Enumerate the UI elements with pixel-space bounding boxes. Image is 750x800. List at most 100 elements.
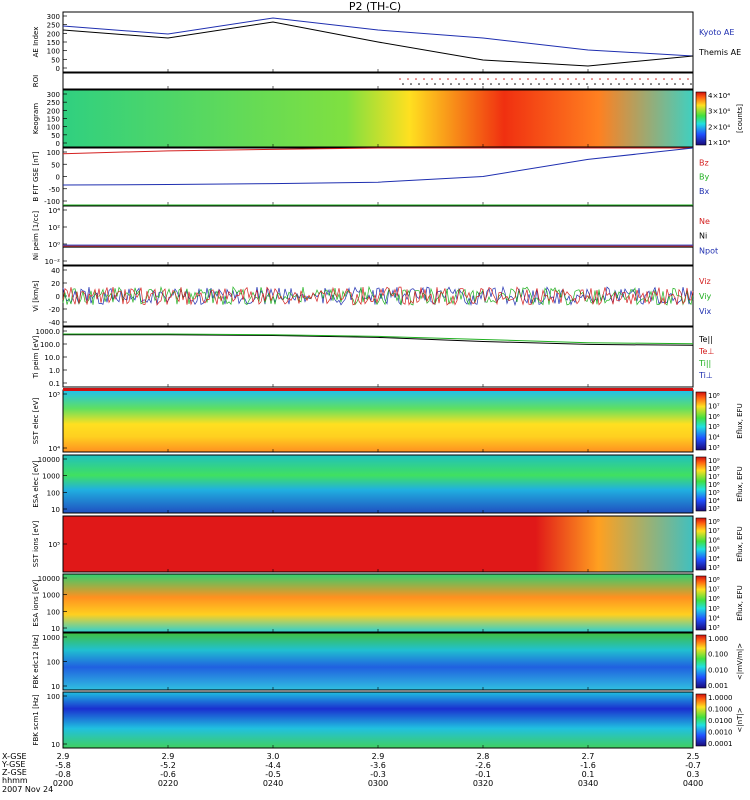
panel-density-ylabel: Ni peim [1/cc] — [32, 211, 40, 260]
panel-fbk_b-cbar-tick: 0.0010 — [708, 729, 733, 737]
panel-ae-ytick: 200 — [47, 30, 60, 38]
panel-sst_i-cbar-label: Eflux, EFU — [736, 526, 744, 561]
ephemeris-z-gse-value: 0.3 — [686, 770, 700, 779]
roi-dot — [655, 78, 657, 80]
ephemeris-y-gse-value: -5.2 — [160, 761, 176, 770]
roi-dot — [426, 83, 428, 85]
roi-dot — [570, 83, 572, 85]
roi-dot — [511, 78, 513, 80]
roi-dot — [607, 78, 609, 80]
roi-dot — [431, 78, 433, 80]
roi-dot — [610, 83, 612, 85]
panel-esa_i-ytick: 10000 — [38, 575, 60, 583]
panel-sst_e-cbar-tick: 10³ — [708, 444, 720, 452]
panel-fbk_b-cbar-tick: 0.1000 — [708, 706, 733, 714]
ephemeris-column: 3.0 -4.4 -0.5 0240 — [253, 752, 293, 788]
roi-dot — [447, 78, 449, 80]
series-line-bz — [62, 147, 693, 155]
roi-dot — [658, 83, 660, 85]
series-line-bx — [62, 147, 694, 186]
panel-fbk_e-cbar-tick: 1.000 — [708, 635, 728, 643]
panel-sst_i-cbar-tick: 10⁴ — [708, 555, 720, 563]
ephemeris-column: 2.7 -1.6 0.1 0340 — [568, 752, 608, 788]
roi-dot — [479, 78, 481, 80]
ephemeris-z-gse-value: 0.1 — [581, 770, 595, 779]
panel-esa_e-cbar-tick: 10⁷ — [708, 473, 720, 481]
roi-dot — [559, 78, 561, 80]
panel-fbk_b-colorbar — [695, 693, 707, 747]
panel-velocity-ytick: 40 — [51, 267, 60, 275]
roi-dot — [410, 83, 412, 85]
panel-bfield-frame — [62, 147, 694, 206]
panel-ae-ytick: 50 — [51, 56, 60, 64]
roi-dot — [642, 83, 644, 85]
roi-dot — [450, 83, 452, 85]
panel-bfield-ytick: -50 — [49, 186, 60, 194]
panel-ae-ytick: 0 — [56, 65, 60, 73]
panel-ae-ytick: 250 — [47, 22, 60, 30]
roi-dot — [679, 78, 681, 80]
panel-keogram-ytick: 250 — [47, 99, 60, 107]
panel-temperature-ytick: 1000.0 — [36, 328, 61, 336]
roi-dot — [562, 83, 564, 85]
panel-temperature-ytick: 1.0 — [49, 367, 60, 375]
roi-dot — [615, 78, 617, 80]
ephemeris-z-gse-value: -0.5 — [265, 770, 281, 779]
velocity-noise-line — [62, 286, 694, 306]
panel-temperature-legend: Te⊥ — [698, 347, 714, 356]
roi-dot — [634, 83, 636, 85]
hhmm-label: hhmm — [2, 776, 28, 785]
panel-esa_i-ytick: 1000 — [42, 592, 60, 600]
panel-fbk_e-ylabel: FBK edc12 [Hz] — [32, 634, 40, 688]
roi-dot — [471, 78, 473, 80]
roi-dot — [487, 78, 489, 80]
panel-ae-ytick: 300 — [47, 13, 60, 21]
roi-dot — [522, 83, 524, 85]
ephemeris-x-gse-value: 3.0 — [266, 752, 280, 761]
panel-esa_e-ytick: 10 — [51, 506, 60, 514]
panel-temperature-ytick: 100.0 — [40, 341, 60, 349]
panel-sst_i-ylabel: SST ions [eV] — [32, 520, 40, 567]
roi-dot — [490, 83, 492, 85]
series-line-kyoto-ae — [62, 17, 694, 57]
panel-keogram-cbar-tick: 4×10⁴ — [708, 92, 730, 100]
roi-dot — [674, 83, 676, 85]
ephemeris-column: 2.5 -0.7 0.3 0400 — [673, 752, 713, 788]
roi-dot — [423, 78, 425, 80]
panel-velocity-ytick: 20 — [51, 280, 60, 288]
panel-esa_e-cbar-tick: 10³ — [708, 505, 720, 513]
panel-esa_i-cbar-tick: 10⁷ — [708, 586, 720, 594]
panel-velocity-legend: Vix — [699, 307, 712, 316]
roi-dot — [554, 83, 556, 85]
roi-dot — [530, 83, 532, 85]
panel-temperature-legend: Te|| — [698, 335, 713, 344]
panel-velocity-legend: Viy — [699, 292, 712, 301]
roi-dot — [586, 83, 588, 85]
series-line-themis-ae — [62, 21, 694, 67]
panel-density-ytick: 10⁻² — [45, 258, 61, 266]
panel-esa_i-cbar-tick: 10³ — [708, 624, 720, 632]
panel-esa_e-cbar-tick: 10⁴ — [708, 497, 720, 505]
roi-dot — [506, 83, 508, 85]
ephemeris-y-gse-value: -5.8 — [55, 761, 71, 770]
roi-dot — [626, 83, 628, 85]
panel-sst_i-cbar-tick: 10³ — [708, 564, 720, 572]
roi-dot — [538, 83, 540, 85]
panel-ae-legend: Kyoto AE — [699, 28, 734, 37]
roi-dot — [602, 83, 604, 85]
panel-fbk_e-spectrogram — [63, 633, 693, 690]
panel-fbk_b-ytick: 100 — [47, 693, 60, 701]
roi-dot — [498, 83, 500, 85]
ephemeris-x-gse-value: 2.8 — [476, 752, 490, 761]
panel-sst_e-cbar-tick: 10⁸ — [708, 392, 720, 400]
panel-esa_i-cbar-tick: 10⁶ — [708, 595, 720, 603]
roi-dot — [575, 78, 577, 80]
ephemeris-ticks-value: 0320 — [472, 779, 494, 788]
panel-fbk_b-cbar-tick: 1.0000 — [708, 694, 733, 702]
velocity-noise-line — [62, 285, 694, 306]
panel-esa_e-colorbar — [695, 456, 707, 512]
roi-dot — [415, 78, 417, 80]
roi-dot — [466, 83, 468, 85]
panel-sst_i-ytick: 10⁵ — [48, 541, 60, 549]
